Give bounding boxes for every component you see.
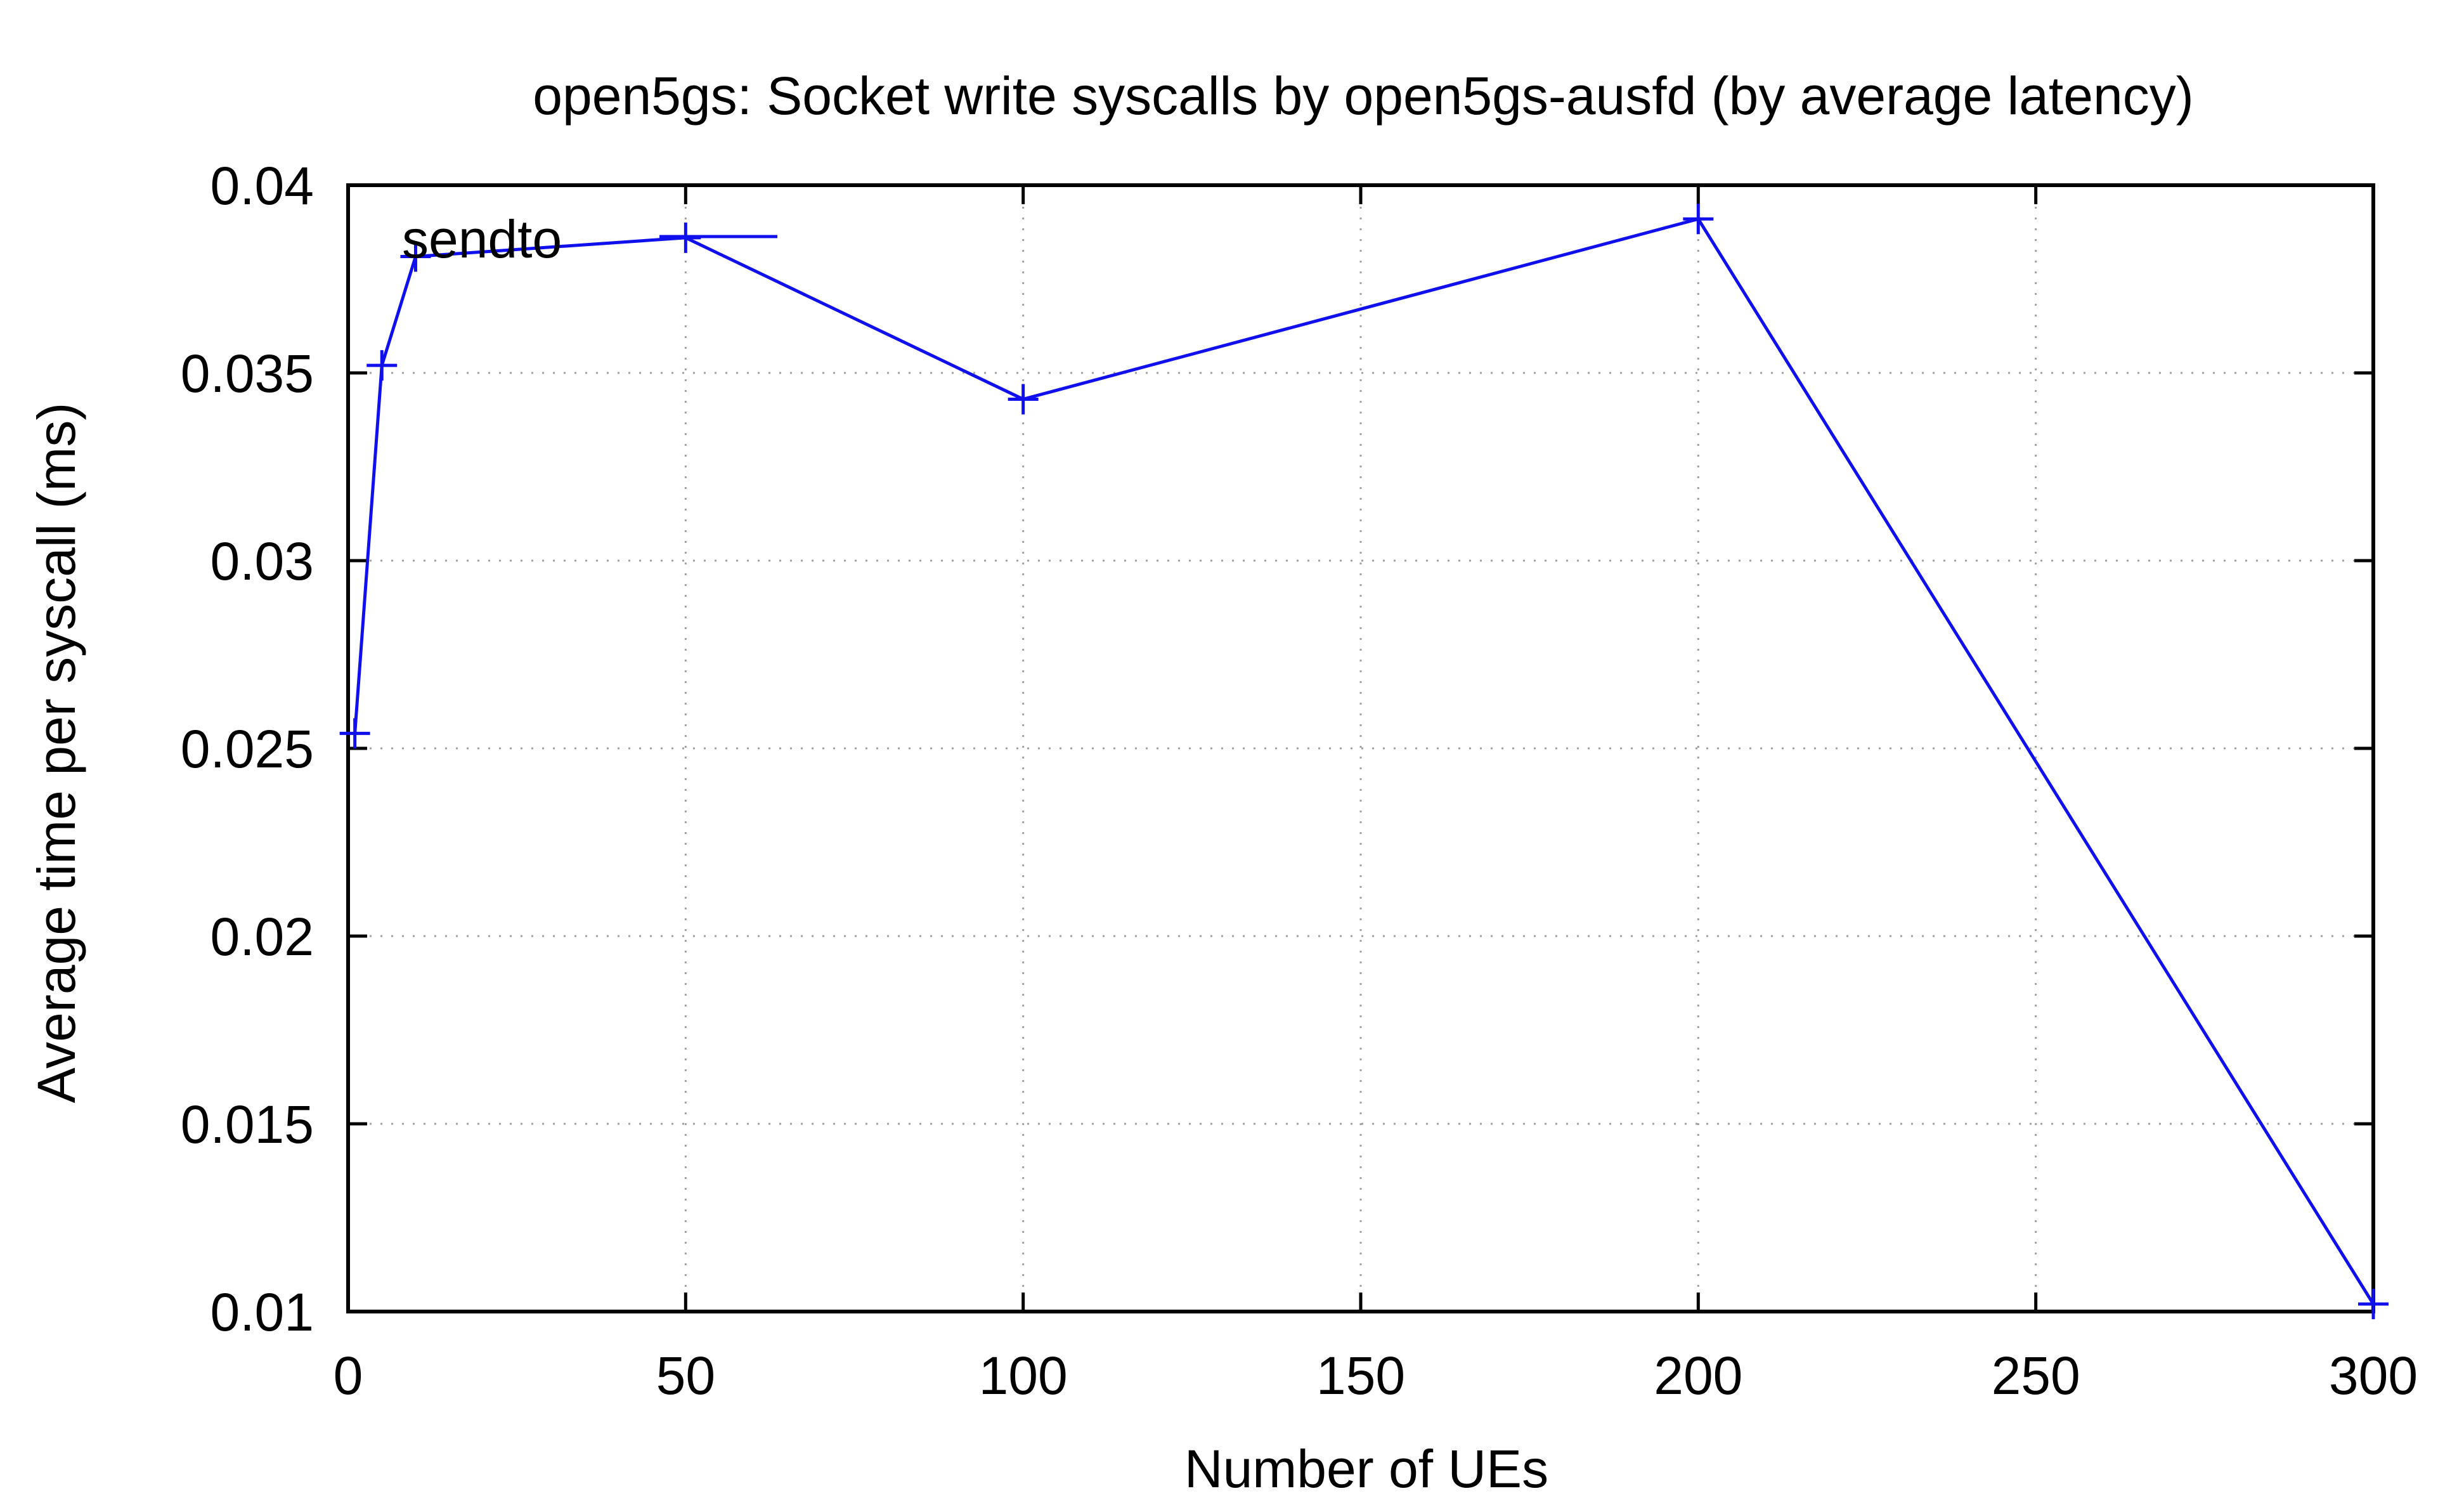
y-tick-label: 0.04 [211,156,314,216]
x-tick-label: 150 [1316,1346,1405,1405]
plot-frame [346,183,2375,1313]
y-tick-label: 0.015 [181,1095,314,1154]
grid [348,185,2373,1312]
series-group [339,204,2389,1320]
y-tick-label: 0.01 [211,1282,314,1342]
x-tick-label: 300 [2329,1346,2418,1405]
legend: sendto [402,209,777,269]
x-tick-label: 250 [1992,1346,2080,1405]
x-tick-label: 100 [979,1346,1068,1405]
x-tick-label: 200 [1654,1346,1742,1405]
data-point [1683,204,1714,235]
x-tick-labels: 0 50 100 150 200 250 300 [334,1346,2418,1405]
x-tick-label: 0 [334,1346,363,1405]
data-point [366,350,398,381]
chart-title: open5gs: Socket write syscalls by open5g… [533,66,2193,126]
y-tick-label: 0.035 [181,344,314,403]
data-point [400,241,431,272]
y-tick-label: 0.02 [211,907,314,967]
y-tick-labels: 0.01 0.015 0.02 0.025 0.03 0.035 0.04 [181,156,314,1342]
y-axis-label: Average time per syscall (ms) [27,403,86,1104]
x-axis-label: Number of UEs [1184,1439,1548,1498]
series-line-sendto [353,217,2375,1305]
axis-ticks [346,183,2375,1313]
data-point [2358,1289,2389,1320]
y-tick-label: 0.025 [181,719,314,779]
x-tick-label: 50 [656,1346,715,1405]
data-point [1008,384,1039,415]
y-tick-label: 0.03 [211,531,314,591]
legend-label-sendto: sendto [402,209,562,269]
data-point [339,718,370,749]
